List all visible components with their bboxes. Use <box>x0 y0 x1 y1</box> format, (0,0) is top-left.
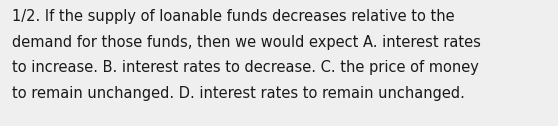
Text: 1/2. If the supply of loanable funds decreases relative to the
demand for those : 1/2. If the supply of loanable funds dec… <box>12 9 481 101</box>
